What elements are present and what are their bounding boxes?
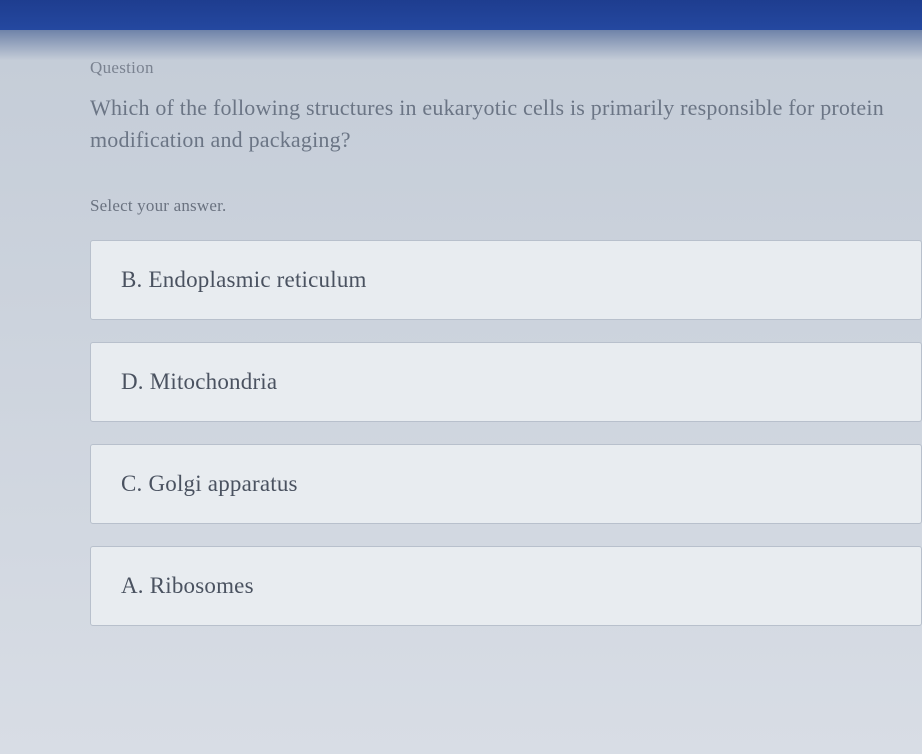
select-answer-prompt: Select your answer. [90,196,922,216]
answer-option-a[interactable]: A. Ribosomes [90,546,922,626]
question-container: Question Which of the following structur… [0,30,922,626]
top-navigation-bar [0,0,922,30]
question-label: Question [90,58,922,78]
answer-option-c[interactable]: C. Golgi apparatus [90,444,922,524]
answer-option-b[interactable]: B. Endoplasmic reticulum [90,240,922,320]
question-text: Which of the following structures in euk… [90,92,922,156]
answer-option-d[interactable]: D. Mitochondria [90,342,922,422]
